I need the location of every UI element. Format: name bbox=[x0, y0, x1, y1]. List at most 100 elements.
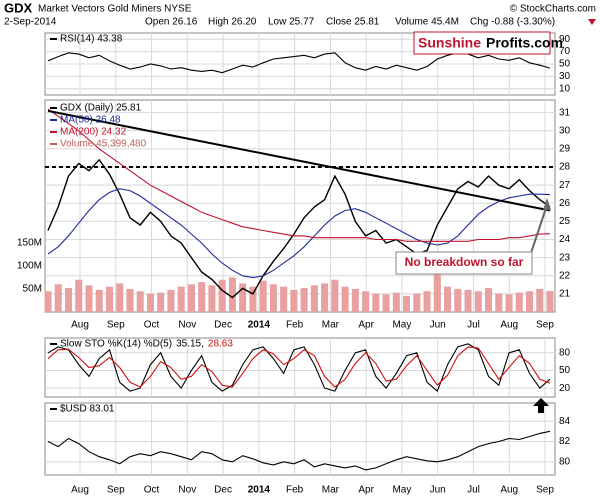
y-tick-label: 80 bbox=[559, 456, 571, 467]
volume-bar bbox=[116, 283, 124, 312]
x-tick-label: Jun bbox=[430, 485, 446, 496]
volume-bar bbox=[474, 291, 482, 312]
volume-bar bbox=[525, 291, 534, 312]
x-tick-label: Apr bbox=[358, 320, 374, 331]
x-tick-label: Dec bbox=[214, 485, 232, 496]
y-tick-label: 90 bbox=[559, 34, 571, 45]
x-tick-label: Apr bbox=[358, 485, 374, 496]
y-tick-label: 50 bbox=[559, 59, 571, 70]
series-line bbox=[47, 430, 551, 471]
panel-title: RSI(14) 43.38 bbox=[60, 34, 123, 45]
x-tick-label: Sep bbox=[536, 485, 554, 496]
volume-bar bbox=[259, 280, 267, 312]
y-tick-label: 23 bbox=[559, 252, 571, 263]
security-name: Market Vectors Gold Miners NYSE bbox=[38, 4, 192, 15]
x-tick-label: Oct bbox=[144, 485, 160, 496]
volume-bar bbox=[290, 289, 298, 312]
x-tick-label: Sep bbox=[536, 320, 554, 331]
x-tick-label: 2014 bbox=[248, 485, 271, 496]
y-tick-label: 21 bbox=[559, 289, 571, 300]
x-tick-label: Dec bbox=[214, 320, 232, 331]
date: 2-Sep-2014 bbox=[4, 17, 57, 28]
y-tick-label: 30 bbox=[559, 71, 571, 82]
volume-bar bbox=[187, 284, 195, 312]
volume-bar bbox=[105, 286, 113, 312]
volume-bar bbox=[177, 286, 185, 312]
close: Close 25.81 bbox=[326, 17, 380, 28]
volume-bar bbox=[505, 294, 513, 312]
x-tick-label: May bbox=[392, 320, 411, 331]
volume-bar bbox=[454, 288, 462, 312]
series-line bbox=[47, 108, 551, 242]
legend-label: 35.15, bbox=[176, 339, 204, 350]
legend-label: 28.63 bbox=[208, 339, 233, 350]
y-tick-label: 27 bbox=[559, 180, 571, 191]
volume-bar bbox=[136, 291, 144, 312]
logo-word: Sunshine bbox=[418, 35, 481, 51]
volume-bar bbox=[280, 286, 288, 312]
panel-frame bbox=[44, 402, 556, 476]
x-tick-label: Aug bbox=[71, 485, 89, 496]
x-tick-label: Jun bbox=[430, 320, 446, 331]
legend-label: Volume 45,399,480 bbox=[60, 139, 147, 150]
legend-label: GDX (Daily) 25.81 bbox=[60, 103, 142, 114]
volume-bar bbox=[392, 292, 400, 312]
y-tick-label: 31 bbox=[559, 107, 571, 118]
y-tick-label: 50 bbox=[559, 365, 571, 376]
volume-bar bbox=[75, 279, 83, 312]
x-tick-label: Aug bbox=[500, 485, 518, 496]
volume-bar bbox=[208, 285, 216, 312]
volume-bar bbox=[167, 289, 175, 312]
y-tick-label: 26 bbox=[559, 198, 571, 209]
volume-bar bbox=[269, 284, 277, 312]
volume-bar bbox=[515, 292, 523, 312]
volume-bar bbox=[239, 283, 247, 312]
x-tick-label: Feb bbox=[286, 485, 304, 496]
volume-bar bbox=[85, 285, 93, 312]
volume-bar bbox=[362, 291, 370, 312]
series-line bbox=[47, 158, 551, 299]
volume-bar bbox=[444, 286, 452, 312]
x-tick-label: Oct bbox=[144, 320, 160, 331]
symbol: GDX bbox=[4, 0, 33, 15]
x-tick-label: Sep bbox=[107, 320, 125, 331]
volume-bar bbox=[423, 291, 431, 312]
x-tick-label: Jul bbox=[467, 485, 480, 496]
logo: Sunshine Profits.com bbox=[413, 31, 563, 55]
legend-label: MA(50) 26.48 bbox=[60, 115, 121, 126]
legend-label: MA(200) 24.32 bbox=[60, 127, 127, 138]
volume-bar bbox=[146, 293, 154, 312]
y-tick-label: 10 bbox=[559, 83, 571, 94]
x-tick-label: Mar bbox=[322, 320, 340, 331]
volume-bar bbox=[382, 294, 390, 312]
x-tick-label: Jul bbox=[467, 320, 480, 331]
volume-bar bbox=[341, 286, 349, 312]
volume-tick-label: 100M bbox=[17, 261, 42, 272]
x-tick-label: 2014 bbox=[248, 320, 271, 331]
volume-bar bbox=[249, 286, 257, 312]
open: Open 26.16 bbox=[145, 17, 198, 28]
volume-bar bbox=[331, 279, 339, 312]
volume: Volume 45.4M bbox=[395, 17, 459, 28]
volume-tick-label: 150M bbox=[17, 238, 42, 249]
x-tick-label: Aug bbox=[71, 320, 89, 331]
volume-bar bbox=[536, 288, 544, 312]
volume-bar bbox=[300, 288, 308, 312]
volume-bar bbox=[228, 277, 236, 312]
annotation-box bbox=[395, 251, 533, 275]
y-tick-label: 82 bbox=[559, 436, 571, 447]
volume-bar bbox=[485, 288, 493, 312]
y-tick-label: 84 bbox=[559, 416, 571, 427]
volume-bar bbox=[95, 289, 103, 312]
volume-bar bbox=[54, 284, 62, 312]
volume-bar bbox=[495, 293, 503, 312]
y-tick-label: 20 bbox=[559, 383, 571, 394]
series-line bbox=[47, 188, 551, 279]
x-tick-label: Nov bbox=[178, 320, 196, 331]
down-marker bbox=[588, 19, 596, 25]
volume-tick-label: 50M bbox=[23, 284, 42, 295]
y-tick-label: 22 bbox=[559, 270, 571, 281]
change: Chg -0.88 (-3.30%) bbox=[470, 17, 555, 28]
y-tick-label: 29 bbox=[559, 144, 571, 155]
